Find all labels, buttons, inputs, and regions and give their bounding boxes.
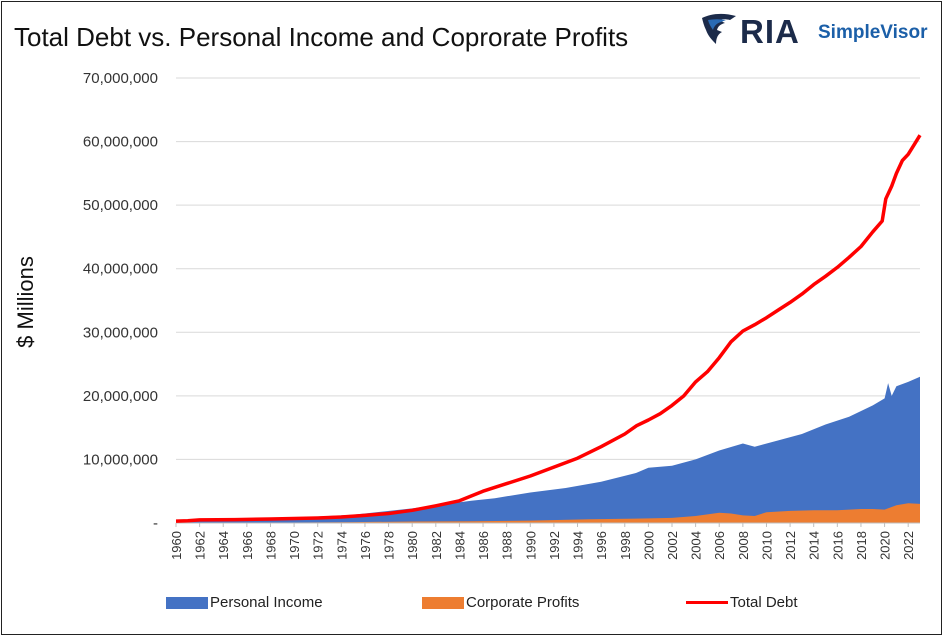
y-tick-label: 40,000,000 <box>83 261 158 278</box>
x-tick-label: 1974 <box>334 531 349 560</box>
y-tick-label: 70,000,000 <box>83 70 158 87</box>
y-tick-label: - <box>153 515 158 532</box>
logo-ria-text: RIA <box>740 13 800 50</box>
legend-item-total-debt: Total Debt <box>686 594 798 611</box>
legend-item-corporate-profits: Corporate Profits <box>422 594 579 611</box>
legend-label-personal-income: Personal Income <box>210 594 323 611</box>
x-tick-label: 2008 <box>736 531 751 560</box>
x-tick-label: 1994 <box>571 531 586 560</box>
x-tick-label: 1992 <box>547 531 562 560</box>
x-tick-label: 2000 <box>641 531 656 560</box>
x-tick-label: 2006 <box>712 531 727 560</box>
x-tick-label: 2004 <box>689 531 704 560</box>
x-tick-label: 2014 <box>807 531 822 560</box>
total-debt-line <box>175 134 922 523</box>
x-tick-label: 2016 <box>830 531 845 560</box>
x-tick-label: 1988 <box>500 531 515 560</box>
x-tick-label: 1970 <box>287 531 302 560</box>
legend-swatch-total-debt <box>686 601 728 604</box>
x-tick-label: 1962 <box>193 531 208 560</box>
chart-plot: - 10,000,000 20,000,000 30,000,000 40,000,00… <box>83 70 922 560</box>
x-tick-label: 1960 <box>169 531 184 560</box>
y-tick-label: 20,000,000 <box>83 388 158 405</box>
x-tick-label: 1996 <box>594 531 609 560</box>
ria-simplevisor-logo: RIA SimpleVisor <box>700 10 936 52</box>
legend-item-personal-income: Personal Income <box>166 594 323 611</box>
y-tick-label: 50,000,000 <box>83 197 158 214</box>
logo-simplevisor-text: SimpleVisor <box>818 22 928 43</box>
legend-label-total-debt: Total Debt <box>730 594 798 611</box>
x-tick-label: 1978 <box>382 531 397 560</box>
chart-title: Total Debt vs. Personal Income and Copro… <box>14 22 629 52</box>
x-tick-label: 1984 <box>452 531 467 560</box>
x-tick-label: 2010 <box>759 531 774 560</box>
personal-income-area <box>176 376 920 523</box>
legend-swatch-corporate-profits <box>422 596 464 609</box>
x-tick-label: 1964 <box>216 531 231 560</box>
x-tick-label: 1986 <box>476 531 491 560</box>
x-tick-label: 2002 <box>665 531 680 560</box>
legend-swatch-personal-income <box>166 596 208 609</box>
x-tick-label: 1990 <box>523 531 538 560</box>
x-tick-label: 2020 <box>878 531 893 560</box>
y-tick-label: 10,000,000 <box>83 451 158 468</box>
y-tick-label: 60,000,000 <box>83 134 158 151</box>
x-tick-label: 1972 <box>311 531 326 560</box>
x-tick-label: 2022 <box>901 531 916 560</box>
x-tick-label: 1980 <box>405 531 420 560</box>
legend-label-corporate-profits: Corporate Profits <box>466 594 580 611</box>
y-tick-label: 30,000,000 <box>83 324 158 341</box>
x-tick-label: 1966 <box>240 531 255 560</box>
legend: Personal Income Corporate Profits Total … <box>2 594 942 614</box>
x-tick-label: 1968 <box>263 531 278 560</box>
eagle-icon <box>702 13 736 44</box>
x-tick-label: 1982 <box>429 531 444 560</box>
x-tick-label: 1976 <box>358 531 373 560</box>
corporate-profits-area <box>176 503 920 523</box>
x-tick-label: 2012 <box>783 531 798 560</box>
x-tick-label: 2018 <box>854 531 869 560</box>
x-tick-label: 1998 <box>618 531 633 560</box>
